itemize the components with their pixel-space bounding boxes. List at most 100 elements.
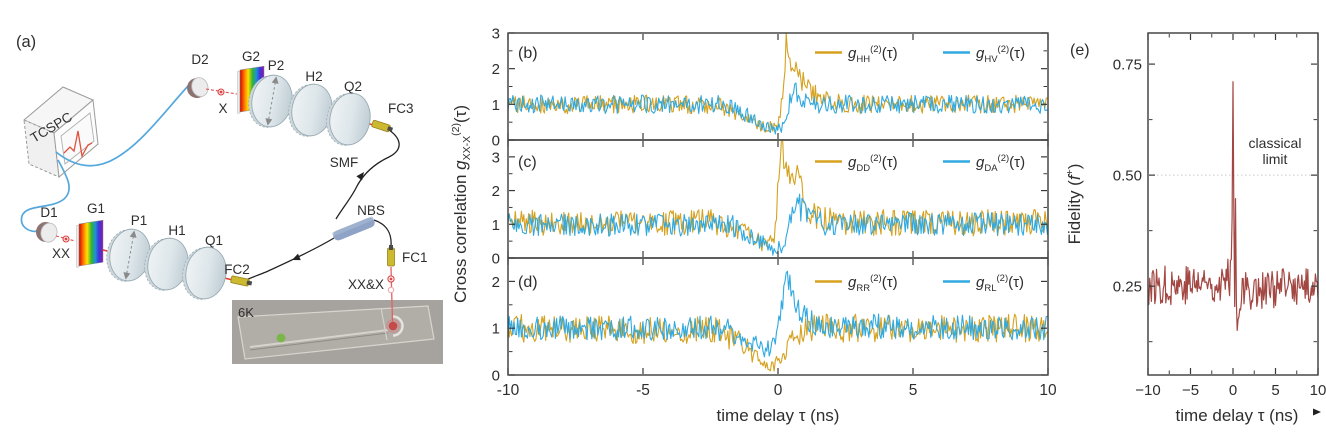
- grating-g1: [76, 219, 104, 268]
- cross-correlation-charts: 0 1 2 3 (b) gHH(2)(τ) gHV(2)(τ) 0 1 2 3 (c) gDD(2)(τ…: [450, 26, 1057, 426]
- temperature-label: 6K: [238, 305, 254, 320]
- p1-label: P1: [131, 213, 148, 228]
- y-axis-title: Cross correlation gXX-X(2)(τ): [450, 105, 473, 303]
- legend-label: gDD(2)(τ): [848, 153, 898, 174]
- fiber-to-d1: [20, 159, 70, 233]
- photon-x-core: [219, 90, 223, 94]
- x-tick-label: 0: [1229, 382, 1237, 399]
- classical-limit-text: limit: [1263, 151, 1288, 167]
- fc3-label: FC3: [388, 101, 414, 116]
- q2-label: Q2: [344, 79, 362, 94]
- y-tick-label: 0.75: [1113, 57, 1142, 74]
- y-tick-label: 0.25: [1113, 279, 1142, 296]
- panel-b-plot: 0 1 2 3 (b) gHH(2)(τ) gHV(2)(τ): [492, 26, 1049, 150]
- curve-g-HV: [508, 82, 1048, 135]
- fiber-coupler-fc2: [229, 275, 253, 288]
- nbs-label: NBS: [357, 203, 385, 218]
- classical-limit-text: classical: [1249, 135, 1302, 151]
- cursor-artifact-icon: [1313, 408, 1321, 416]
- y-tick-label: 0: [492, 133, 500, 150]
- x-tick-label: 10: [1039, 382, 1057, 399]
- fc1-label: FC1: [402, 250, 428, 265]
- panel-d-plot: 0 1 2 (d) gRR(2)(τ) gRL(2)(τ): [492, 257, 1049, 385]
- y-tick-label: 2: [492, 183, 500, 200]
- panel-label: (c): [518, 154, 537, 171]
- photon-faint: [387, 286, 395, 294]
- curve-fidelity: [1148, 81, 1318, 331]
- h1-label: H1: [168, 223, 185, 238]
- legend-label: gHV(2)(τ): [976, 44, 1025, 65]
- curve-g-HH: [508, 33, 1048, 133]
- plot-frame: [507, 139, 1049, 259]
- fc2-label: FC2: [224, 262, 250, 277]
- smf-fiber: [335, 129, 400, 220]
- tcspc-screen: [60, 112, 95, 165]
- x-tick-label: 5: [1271, 382, 1279, 399]
- qd-red-spot: [388, 321, 398, 331]
- sem-divider: [380, 307, 388, 341]
- panel-label: (e): [1070, 42, 1090, 59]
- panel-label: (d): [518, 274, 538, 291]
- x-tick-label: 5: [909, 382, 918, 399]
- y-tick-label: 0: [492, 251, 500, 268]
- y-axis-title: Fidelity (f+): [1064, 164, 1084, 245]
- nbs-splitter: [332, 216, 375, 241]
- bragg-ring: [392, 315, 404, 337]
- x-tick-label: −10: [1135, 382, 1160, 399]
- fiber-to-d2: [55, 85, 189, 167]
- y-tick-label: 3: [492, 149, 500, 166]
- legend-label: gRR(2)(τ): [848, 273, 898, 294]
- legend-label: gRL(2)(τ): [976, 273, 1024, 294]
- x-tick-label: -5: [636, 382, 650, 399]
- h2-label: H2: [305, 69, 322, 84]
- detector-d2: [183, 74, 211, 102]
- legend-label: gDA(2)(τ): [976, 153, 1025, 174]
- x-axis-title: time delay τ (ns): [1176, 406, 1299, 425]
- plot-frame: [1147, 32, 1319, 376]
- experimental-setup-diagram: (a) TCSPC D2 X G2 P2 H2 Q2 FC3 SMF NBS F…: [16, 33, 443, 364]
- fiber-coupler-fc3: [370, 119, 394, 134]
- y-tick-label: 1: [492, 217, 500, 234]
- x-tick-label: -10: [497, 382, 520, 399]
- fc1-fiber: [373, 219, 392, 247]
- fc2-fiber: [245, 237, 335, 281]
- panel-label: (b): [518, 45, 538, 62]
- photon-xx-core: [64, 237, 68, 241]
- photon-xx-and-x-core: [389, 277, 393, 281]
- curve-g-DA: [508, 193, 1048, 256]
- y-tick-label: 3: [492, 26, 500, 43]
- g1-label: G1: [87, 201, 105, 216]
- xx-photon-label: XX: [52, 246, 70, 261]
- curve-g-RL: [508, 270, 1048, 358]
- fc2-arrow-icon: [292, 253, 301, 261]
- y-tick-label: 2: [492, 274, 500, 291]
- x-tick-label: 0: [774, 382, 783, 399]
- smf-arrow-icon: [356, 172, 364, 181]
- smf-label: SMF: [330, 155, 359, 170]
- y-tick-label: 1: [492, 321, 500, 338]
- detector-d1: [33, 219, 60, 245]
- fiber-coupler-fc1: [387, 244, 395, 267]
- xx-and-x-label: XX&X: [348, 277, 384, 292]
- y-tick-label: 0: [492, 368, 500, 385]
- g2-label: G2: [242, 49, 260, 64]
- x-photon-label: X: [218, 101, 227, 116]
- pulse-trace: [63, 130, 93, 158]
- legend-label: gHH(2)(τ): [848, 44, 898, 65]
- y-tick-label: 2: [492, 61, 500, 78]
- p2-label: P2: [268, 58, 285, 73]
- panel-a-label: (a): [16, 33, 36, 51]
- sem-image: [232, 300, 443, 364]
- y-tick-label: 0.50: [1113, 168, 1142, 185]
- y-tick-label: 1: [492, 97, 500, 114]
- x-tick-label: 10: [1310, 382, 1326, 399]
- d2-label: D2: [191, 52, 208, 67]
- plot-frame: [507, 257, 1049, 376]
- green-spot: [276, 333, 286, 343]
- x-axis-title: time delay τ (ns): [717, 406, 840, 425]
- sem-waveguide-shadow: [249, 332, 389, 351]
- photon-path-xx: [55, 235, 76, 242]
- q1-label: Q1: [205, 233, 223, 248]
